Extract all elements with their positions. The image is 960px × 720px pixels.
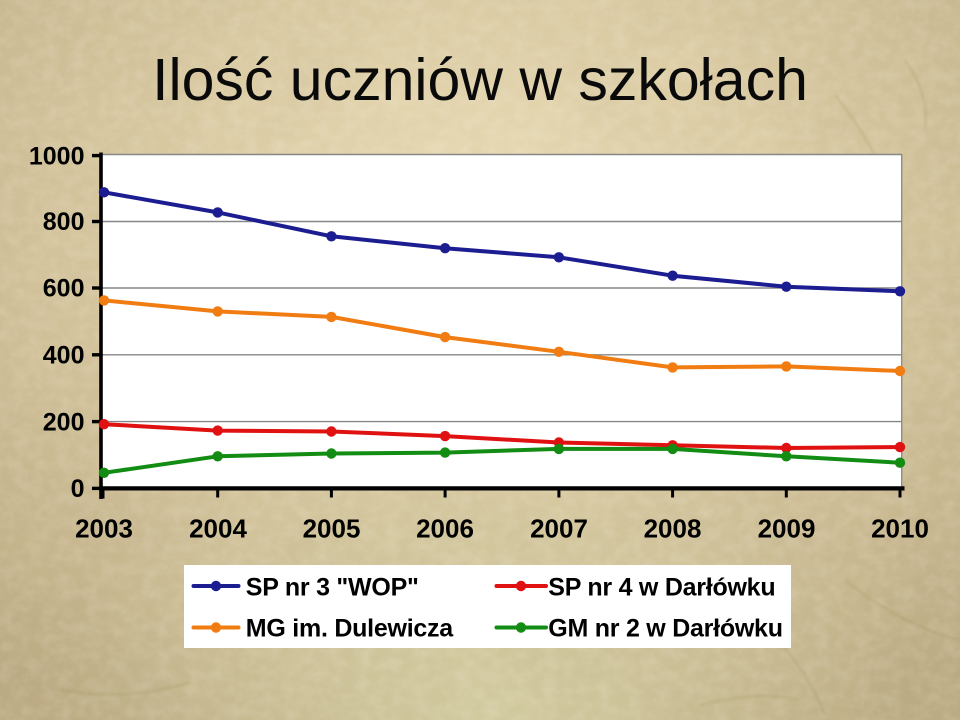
- svg-text:2004: 2004: [189, 514, 247, 544]
- svg-text:800: 800: [43, 208, 85, 236]
- svg-text:2003: 2003: [75, 514, 133, 544]
- svg-text:2008: 2008: [644, 514, 702, 544]
- svg-text:2010: 2010: [871, 514, 929, 544]
- svg-text:2006: 2006: [416, 514, 474, 544]
- svg-text:200: 200: [43, 408, 85, 436]
- svg-text:SP nr 4 w Darłówku: SP nr 4 w Darłówku: [548, 574, 775, 602]
- svg-text:MG im. Dulewicza: MG im. Dulewicza: [246, 614, 455, 642]
- svg-text:2009: 2009: [758, 514, 816, 544]
- svg-text:1000: 1000: [29, 142, 85, 170]
- svg-text:2005: 2005: [303, 514, 361, 544]
- svg-text:0: 0: [71, 475, 85, 503]
- svg-text:GM nr 2 w Darłówku: GM nr 2 w Darłówku: [548, 614, 782, 642]
- svg-text:2007: 2007: [530, 514, 588, 544]
- svg-text:SP nr 3 "WOP": SP nr 3 "WOP": [246, 574, 419, 602]
- svg-text:400: 400: [43, 342, 85, 370]
- svg-text:600: 600: [43, 275, 85, 303]
